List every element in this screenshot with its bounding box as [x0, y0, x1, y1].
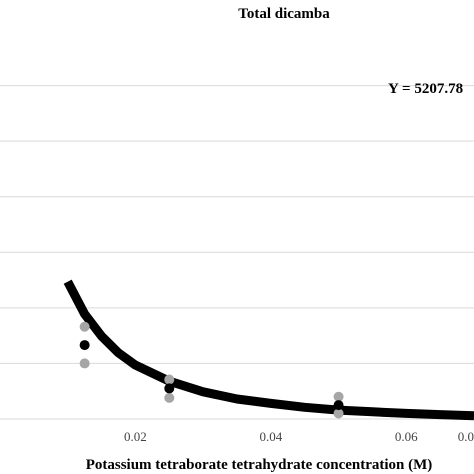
x-axis-label: Potassium tetraborate tetrahydrate conce…	[86, 457, 433, 473]
replicate-point	[79, 321, 90, 332]
data-points-layer	[79, 321, 344, 419]
fit-curve-layer	[63, 279, 474, 421]
replicate-point	[333, 408, 344, 419]
chart-title: Total dicamba	[238, 6, 330, 22]
x-tick-label: 0.02	[124, 429, 147, 444]
fit-curve	[63, 279, 474, 421]
x-tick-label: 0.04	[259, 429, 282, 444]
gridlines	[0, 85, 474, 364]
replicate-point	[79, 358, 90, 369]
mean-point	[79, 340, 90, 351]
replicate-point	[164, 374, 175, 385]
x-axis: 0.02 0.04 0.06 0.0	[0, 418, 474, 444]
replicate-point	[333, 391, 344, 402]
mean-point	[164, 383, 175, 394]
mean-point	[333, 400, 344, 411]
replicate-point	[164, 392, 175, 403]
equation-label: Y = 5207.78	[388, 81, 463, 97]
x-tick-label: 0.0	[458, 429, 474, 444]
x-tick-label: 0.06	[395, 429, 418, 444]
